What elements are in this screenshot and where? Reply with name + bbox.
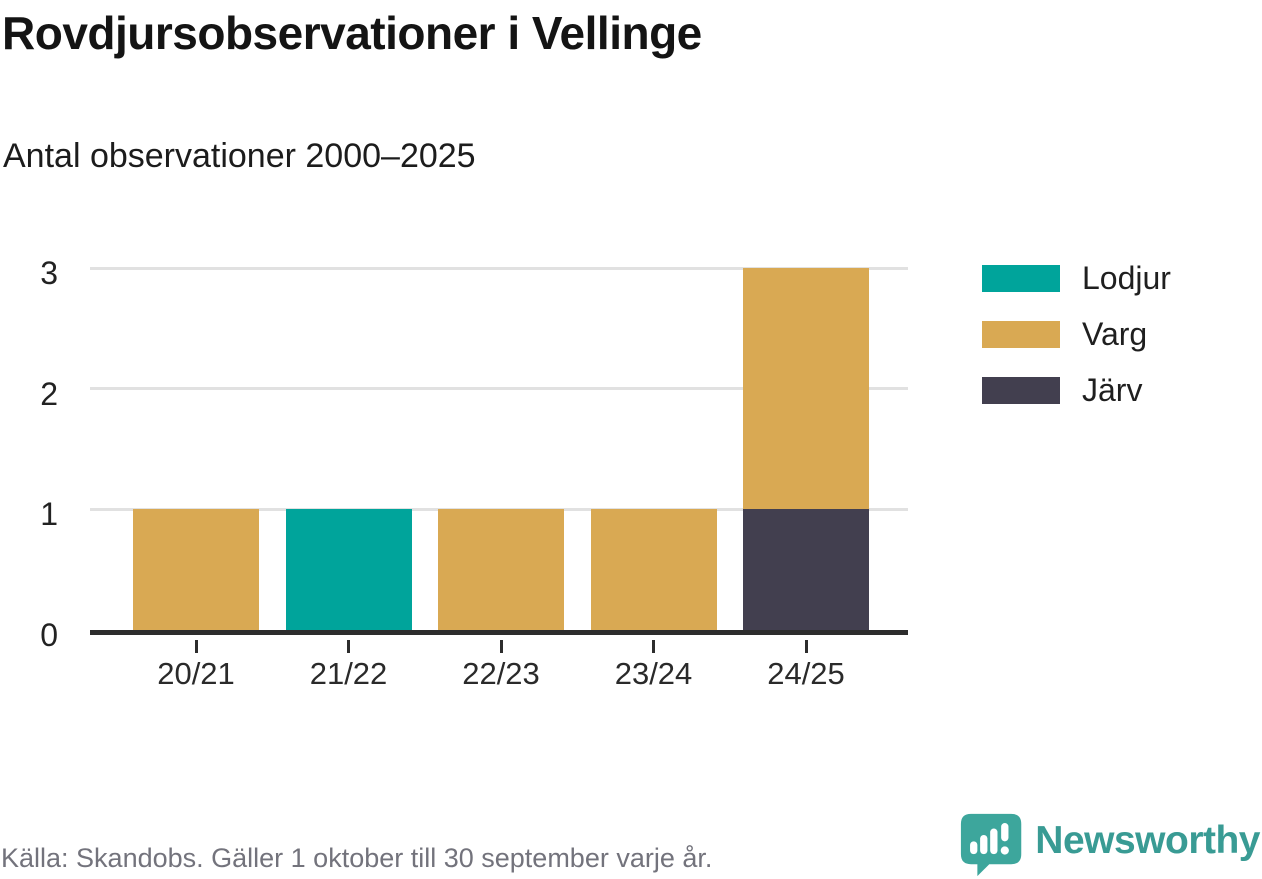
gridline-y2 <box>90 387 908 391</box>
legend-label: Järv <box>1082 372 1143 408</box>
y-tick-label: 1 <box>40 496 58 533</box>
x-tick-label: 23/24 <box>614 656 693 691</box>
x-tick <box>804 640 808 653</box>
x-tick-label: 21/22 <box>309 656 388 691</box>
legend-label: Varg <box>1082 316 1148 352</box>
x-tick-label: 24/25 <box>767 656 845 691</box>
bar-24-25-varg <box>743 268 869 510</box>
y-tick-label: 0 <box>40 617 58 653</box>
x-tick-label: 22/23 <box>462 656 540 691</box>
bar-20-21-varg <box>133 509 259 630</box>
x-tick-label: 20/21 <box>157 656 235 691</box>
chart-title: Rovdjursobservationer i Vellinge <box>2 7 702 59</box>
x-axis-labels: 20/21 21/22 22/23 23/24 24/25 <box>90 640 908 702</box>
legend-item-varg: Varg <box>982 316 1147 352</box>
bar-21-22-lodjur <box>285 509 412 630</box>
newsworthy-logo: Newsworthy <box>959 813 1260 877</box>
plot-area <box>90 266 908 635</box>
x-tick <box>652 640 655 653</box>
y-tick-label: 3 <box>40 255 58 291</box>
y-tick-label: 2 <box>40 375 58 412</box>
newsworthy-bubble-chart-icon <box>961 813 1022 877</box>
legend-swatch <box>982 321 1060 348</box>
y-axis-labels: 0 1 2 3 <box>0 255 58 653</box>
x-tick <box>499 640 503 653</box>
bar-24-25-järv <box>743 509 869 630</box>
gridline-y3 <box>90 266 908 270</box>
footer: Källa: Skandobs. Gäller 1 oktober till 3… <box>0 807 1262 879</box>
newsworthy-wordmark: Newsworthy <box>1035 818 1260 862</box>
source-note: Källa: Skandobs. Gäller 1 oktober till 3… <box>1 843 713 873</box>
x-tick <box>194 640 198 653</box>
bar-23-24-varg <box>590 509 717 630</box>
legend-label: Lodjur <box>1082 260 1171 296</box>
legend-item-lodjur: Lodjur <box>982 260 1171 296</box>
legend-item-järv: Järv <box>982 372 1142 408</box>
bar-22-23-varg <box>438 509 564 630</box>
chart-subtitle: Antal observationer 2000–2025 <box>3 137 476 175</box>
legend-swatch <box>982 265 1060 292</box>
x-tick <box>347 640 350 653</box>
legend-swatch <box>982 377 1060 404</box>
